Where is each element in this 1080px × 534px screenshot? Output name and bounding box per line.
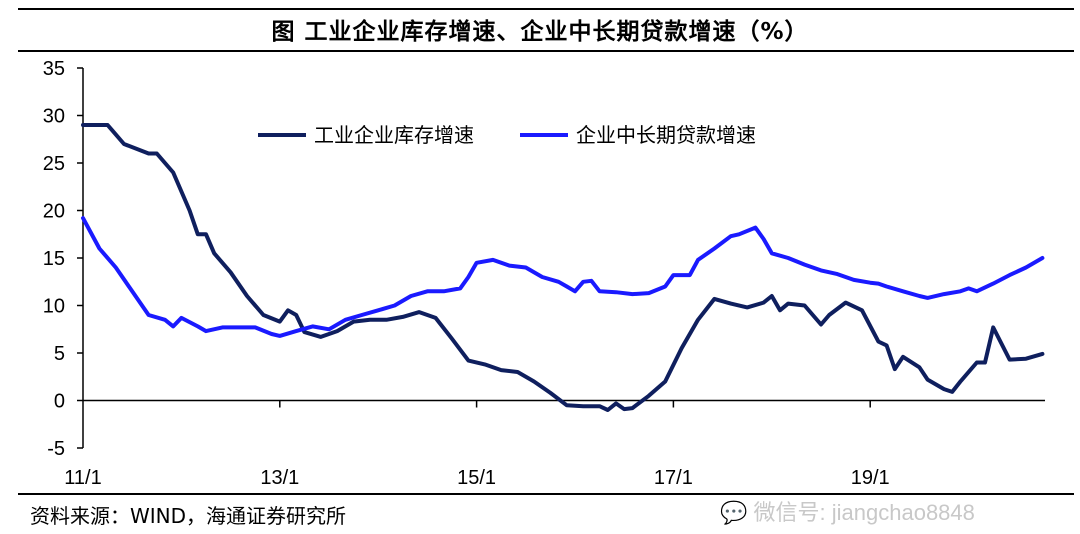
bottom-rule bbox=[18, 493, 1074, 495]
x-tick-label: 11/1 bbox=[64, 467, 101, 489]
x-tick-label: 17/1 bbox=[654, 467, 693, 489]
y-tick-label: 0 bbox=[54, 391, 65, 413]
series-line-2 bbox=[81, 216, 1045, 338]
y-tick-label: 15 bbox=[43, 248, 65, 270]
x-tick-label: 13/1 bbox=[260, 467, 299, 489]
x-tick-label: 15/1 bbox=[457, 467, 496, 489]
y-tick-label: -5 bbox=[47, 438, 65, 460]
chart-title: 图 工业企业库存增速、企业中长期贷款增速（%） bbox=[271, 19, 809, 45]
legend-label-2: 企业中长期贷款增速 bbox=[576, 123, 756, 147]
y-tick-label: 35 bbox=[43, 58, 65, 80]
y-tick-label: 25 bbox=[43, 153, 65, 175]
y-tick-label: 20 bbox=[43, 201, 65, 223]
watermark: 💬 微信号: jiangchao8848 bbox=[720, 500, 975, 526]
series-line-1 bbox=[81, 123, 1045, 412]
x-tick-label: 19/1 bbox=[851, 467, 890, 489]
top-rule bbox=[18, 8, 1074, 10]
title-rule bbox=[18, 50, 1074, 52]
y-tick-label: 30 bbox=[43, 106, 65, 128]
y-tick-label: 10 bbox=[43, 296, 65, 318]
wechat-icon: 💬 bbox=[720, 500, 748, 525]
y-tick-label: 5 bbox=[54, 343, 65, 365]
watermark-text: 微信号: jiangchao8848 bbox=[753, 500, 975, 525]
legend-label-1: 工业企业库存增速 bbox=[314, 123, 474, 147]
source-note: 资料来源：WIND，海通证券研究所 bbox=[30, 504, 347, 528]
